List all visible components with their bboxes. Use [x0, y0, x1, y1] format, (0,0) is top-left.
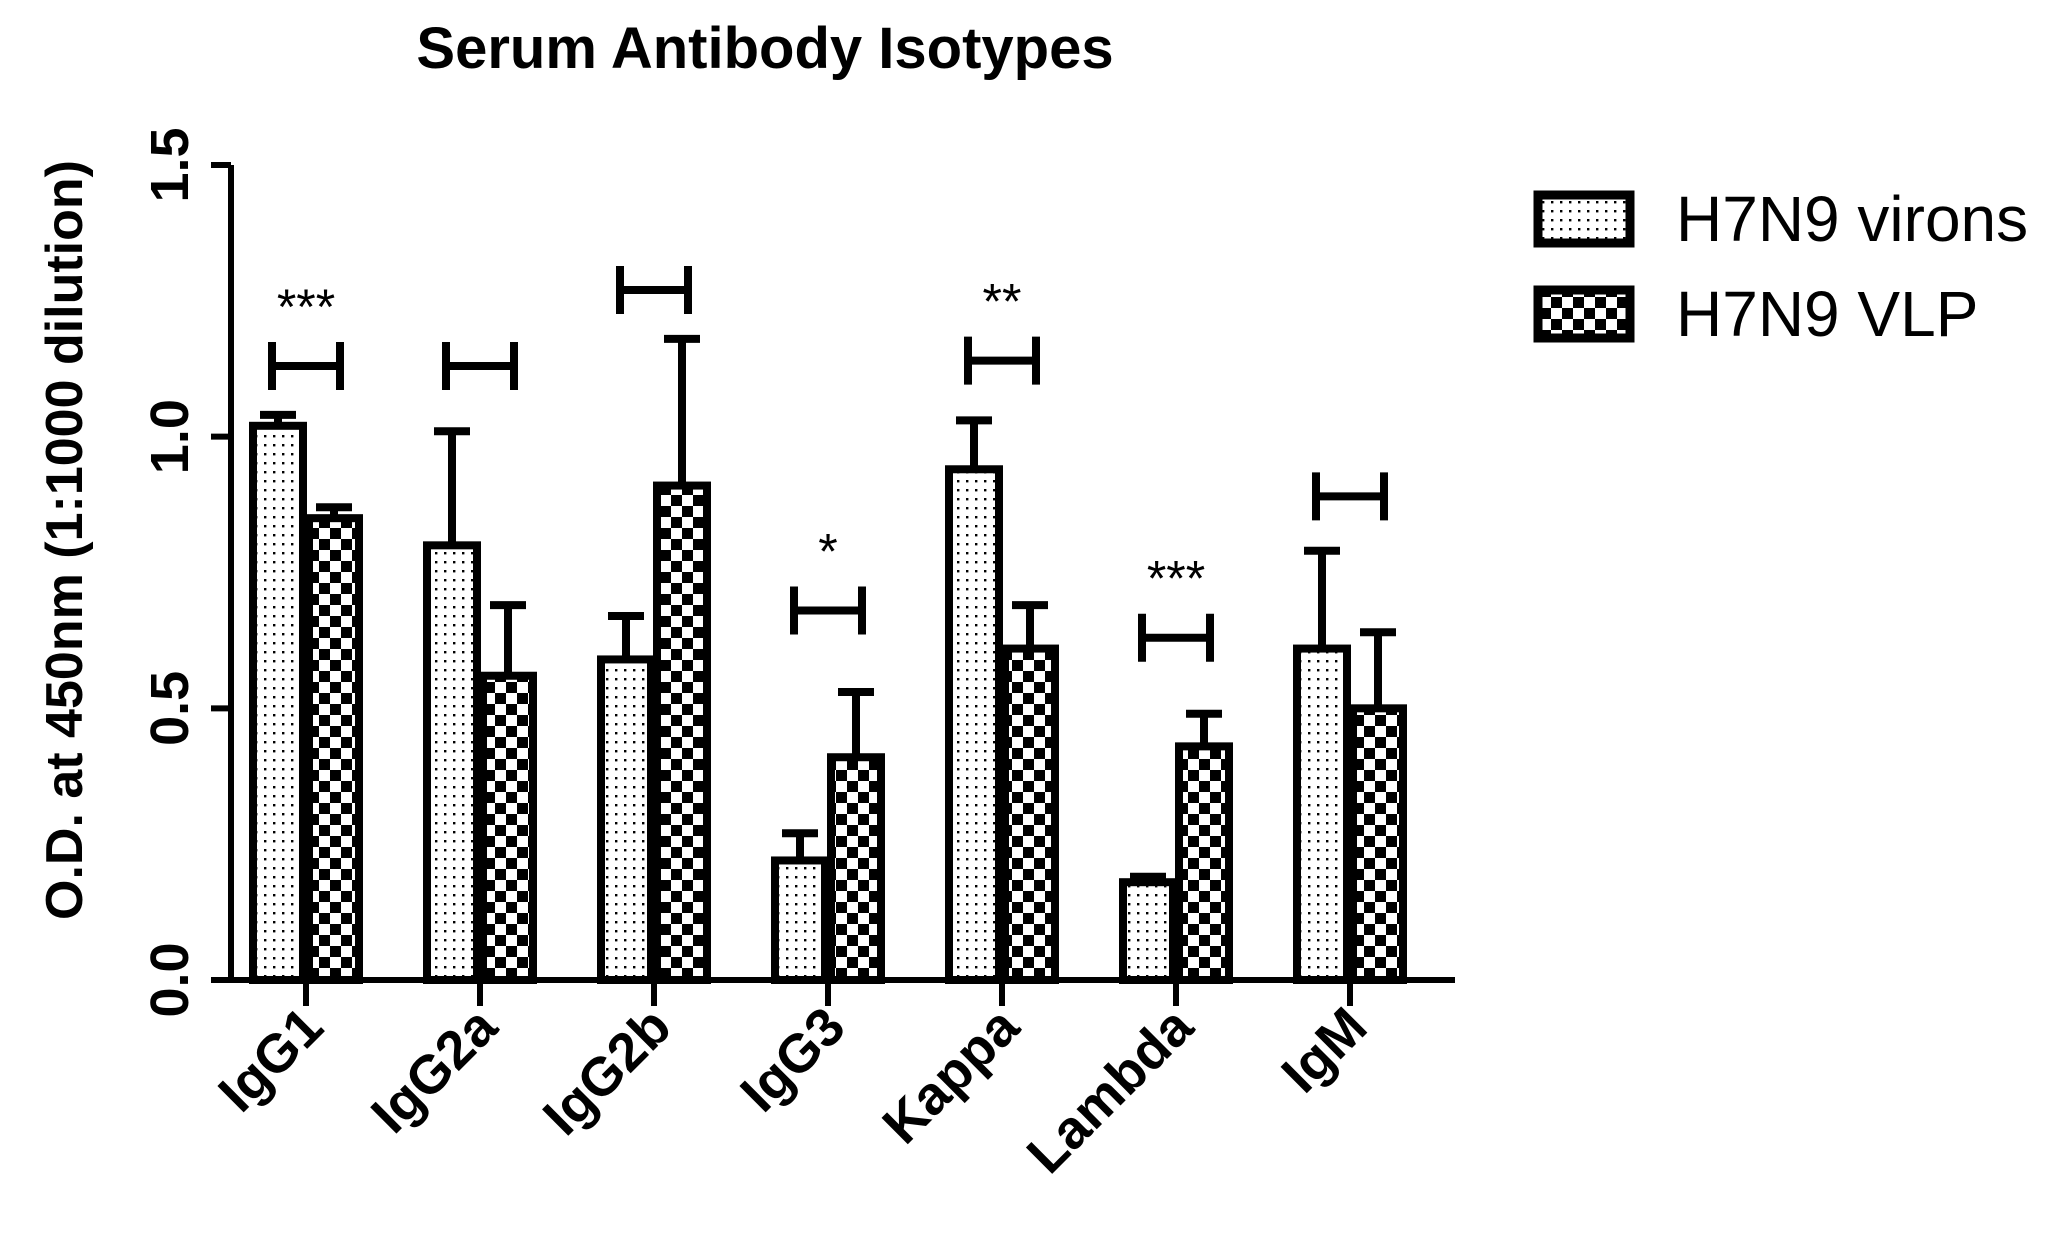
legend-label-vlp: H7N9 VLP	[1676, 278, 1978, 350]
bar-vlp	[305, 514, 363, 985]
bar-vlp	[1001, 644, 1059, 984]
x-tick-label: Lambda	[1016, 995, 1206, 1185]
bar-vlp	[1175, 742, 1233, 984]
significance-group: *********	[268, 265, 1388, 662]
bar-virons	[945, 465, 1003, 984]
bar-virons	[423, 541, 481, 984]
legend-swatch-virons	[1533, 190, 1635, 248]
significance-label: ***	[1147, 551, 1205, 607]
legend: H7N9 virons H7N9 VLP	[1533, 183, 2028, 350]
legend-label-virons: H7N9 virons	[1676, 183, 2028, 255]
y-axis: 0.0 0.5 1.0 1.5	[140, 127, 234, 1018]
bar-vlp	[827, 753, 885, 984]
bar-vlp	[653, 481, 711, 984]
bar-vlp	[1349, 704, 1407, 984]
x-tick-label: IgG2a	[360, 995, 509, 1144]
y-tick-label: 0.5	[140, 671, 200, 746]
legend-swatch-vlp	[1533, 285, 1635, 343]
y-tick-label: 1.0	[140, 399, 200, 474]
significance-label: **	[983, 274, 1022, 330]
x-tick-label: IgM	[1270, 996, 1378, 1104]
y-tick-label: 0.0	[140, 942, 200, 1017]
x-tick-label: IgG3	[729, 996, 856, 1123]
bar-virons	[597, 655, 655, 985]
significance-label: *	[818, 524, 837, 580]
y-tick-label: 1.5	[140, 127, 200, 202]
x-tick-label: IgG1	[207, 996, 334, 1123]
significance-label: ***	[277, 279, 335, 335]
bar-virons	[1119, 878, 1177, 985]
bars-group	[249, 334, 1407, 985]
chart-title: Serum Antibody Isotypes	[416, 16, 1113, 81]
bar-virons	[771, 856, 829, 985]
bar-virons	[249, 421, 307, 984]
y-axis-label: O.D. at 450nm (1:1000 dilution)	[36, 160, 94, 920]
x-tick-label: Kappa	[871, 995, 1031, 1155]
x-tick-label: IgG2b	[532, 996, 683, 1147]
bar-virons	[1293, 644, 1351, 984]
bar-vlp	[479, 671, 537, 984]
